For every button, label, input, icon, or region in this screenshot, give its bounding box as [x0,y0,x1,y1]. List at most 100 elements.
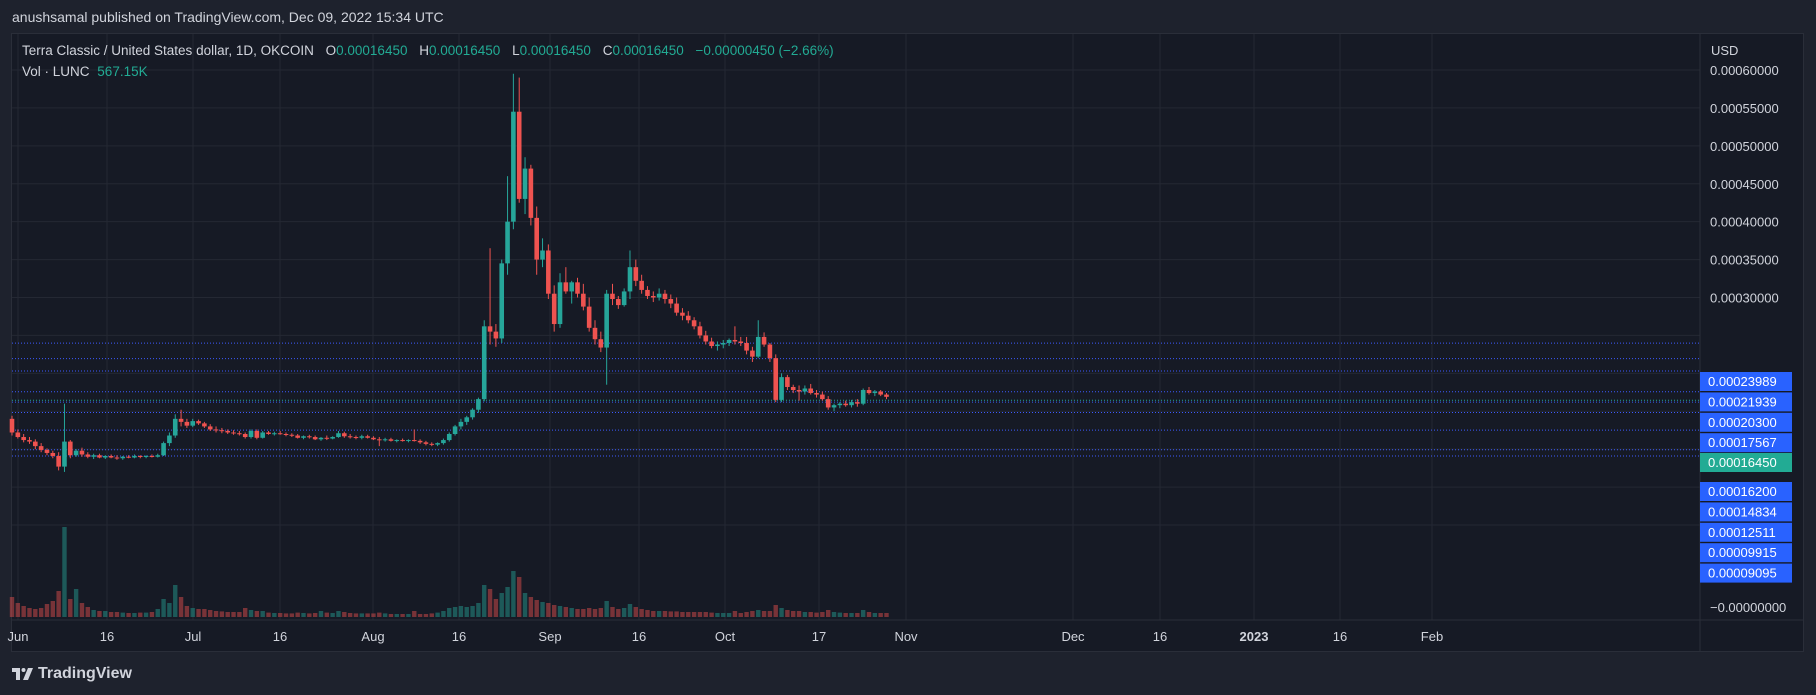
candle [213,426,219,433]
candle [56,452,61,471]
candle-body [9,418,15,433]
volume-bar [581,609,586,617]
candle [505,176,510,275]
candle [102,455,108,460]
open-label: O [325,43,337,58]
candle [394,439,400,443]
currency-label[interactable]: USD [1711,43,1739,58]
volume-bar [569,608,574,617]
candle-body [196,421,201,424]
level-badge: 0.00023989 [1700,372,1792,391]
candle-body [668,299,674,304]
candle-body [289,434,295,436]
candle [79,447,85,457]
candle-body [546,250,551,294]
level-badge: 0.00017567 [1700,433,1792,453]
price-tick-label: 0.00055000 [1710,101,1779,116]
time-tick-label: Dec [1061,629,1085,644]
volume-bar [336,611,341,617]
volume-bar [27,608,32,617]
candle-body [551,293,557,325]
open-value: 0.00016450 [336,43,408,58]
candle-body [575,282,580,294]
candle-body [219,430,225,432]
candle-body [312,437,318,440]
candle [353,435,359,440]
candle [330,436,335,440]
candle [808,383,814,395]
volume-bar [551,605,557,617]
volume-bar [429,613,434,617]
volume-bar [190,608,195,617]
volume-bar [44,604,50,617]
volume-bar [586,608,592,617]
candle-body [476,399,481,410]
volume-bar [750,611,755,617]
volume-bar [9,597,15,617]
candle-body [178,418,184,422]
volume-bar [301,613,306,617]
tradingview-brand: TradingView [38,665,132,682]
candle [802,385,808,395]
volume-bar [534,600,539,617]
time-tick-label: Sep [538,629,561,644]
time-tick-label: 16 [100,629,114,644]
level-badge-text: 0.00017567 [1708,435,1777,450]
time-tick-label: Oct [715,629,736,644]
candle [97,453,102,459]
volume-bar [837,612,843,617]
tradingview-logo[interactable]: TradingView [12,663,132,685]
volume-bar [505,587,510,617]
candle-body [697,326,703,336]
ohlc-legend: Terra Classic / United States dollar, 1D… [22,43,834,58]
candle-body [62,441,67,467]
last-price-badge: 0.00016450 [1700,453,1792,472]
chart-frame[interactable] [11,33,1804,652]
price-tick-label: 0.00035000 [1710,253,1779,268]
volume-bar [855,613,860,617]
candle-body [388,439,394,441]
volume-bar [656,611,662,617]
candle [406,439,411,443]
candle [242,432,248,439]
level-badge: 0.00009915 [1700,543,1792,563]
volume-bar [796,611,802,617]
volume-bar [417,614,423,617]
candle [691,317,697,330]
candle-body [318,437,324,440]
volume-bar [114,612,120,617]
volume-bar [359,613,364,617]
volume-bar [382,613,388,617]
candle [202,421,207,428]
volume-bar [738,613,743,617]
candle-body [773,358,779,400]
candle [301,435,306,440]
price-tick-label: 0.00050000 [1710,139,1779,154]
volume-bar [254,611,260,617]
candle [674,297,679,316]
volume-bar [173,585,178,617]
candle-body [254,430,260,438]
candle [843,400,848,407]
candle-body [190,421,196,426]
candle [796,385,802,401]
grid-lines [12,34,1700,620]
volume-bar [73,589,79,617]
candle-body [301,436,306,438]
candle [260,430,265,439]
volume-bar [843,613,848,617]
candle [487,248,493,345]
change-value: −0.00000450 (−2.66%) [695,43,834,58]
volume-bar [347,613,353,617]
candle [114,455,120,460]
candle-body [464,417,470,422]
candle [709,337,714,349]
candle [33,439,38,450]
candle-body [720,343,726,345]
last-price-badge-box [1700,453,1792,472]
volume-bar [91,610,96,617]
candle [516,77,522,203]
volume-bar [557,606,563,617]
candle [662,289,668,304]
